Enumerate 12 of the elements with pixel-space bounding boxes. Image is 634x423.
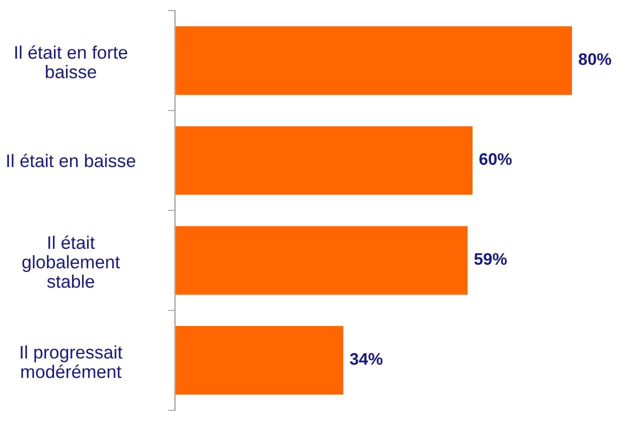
y-tick-label: Il progressait modérément: [20, 345, 122, 378]
data-label: 34%: [350, 353, 382, 365]
y-tick-label: Il était globalement stable: [22, 236, 120, 288]
data-label: 80%: [578, 53, 612, 66]
y-tick-label: Il était en baisse: [7, 154, 136, 168]
bar: [174, 24, 574, 96]
y-tick-label: Il était en forte baisse: [15, 45, 128, 78]
bar: [174, 324, 345, 396]
data-label: 60%: [479, 153, 512, 165]
data-label: 59%: [474, 253, 507, 265]
bar: [174, 124, 474, 196]
bar: [174, 224, 469, 296]
